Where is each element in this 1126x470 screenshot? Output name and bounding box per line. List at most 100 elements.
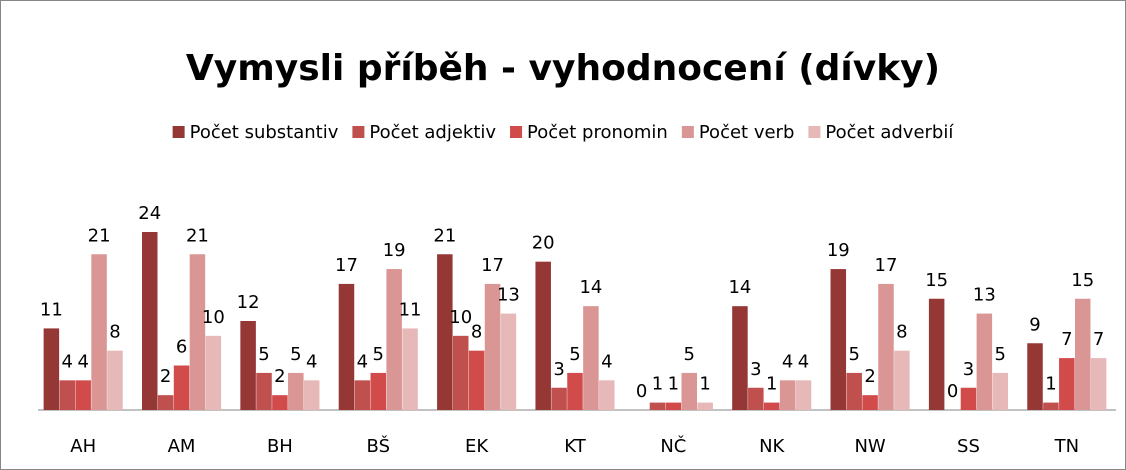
data-label: 13 — [973, 285, 996, 306]
bar — [272, 395, 288, 410]
x-tick-label: BH — [267, 436, 293, 457]
bar — [288, 372, 304, 410]
bar — [452, 335, 469, 410]
data-label: 1 — [699, 374, 710, 395]
x-tick-label: AM — [168, 436, 196, 457]
data-label: 15 — [1071, 270, 1094, 291]
bar — [386, 269, 402, 410]
legend-label: Počet substantiv — [190, 122, 339, 143]
bar — [697, 402, 713, 410]
data-label: 5 — [290, 344, 301, 365]
data-label: 19 — [827, 240, 850, 261]
legend-label: Počet adverbií — [825, 122, 954, 143]
data-label: 3 — [750, 359, 761, 380]
bar — [338, 283, 355, 410]
bar — [354, 380, 371, 410]
data-label: 2 — [864, 366, 875, 387]
data-label: 21 — [433, 225, 456, 246]
data-label: 17 — [481, 255, 504, 276]
data-label: 8 — [471, 322, 482, 343]
data-label: 14 — [728, 277, 751, 298]
bar — [763, 402, 780, 410]
x-tick-label: BŠ — [367, 435, 390, 457]
bar — [75, 380, 91, 410]
data-label: 13 — [497, 285, 520, 306]
bar — [732, 306, 748, 410]
bar — [846, 372, 862, 410]
legend-swatch — [808, 126, 821, 138]
data-label: 12 — [237, 292, 260, 313]
data-label: 4 — [782, 351, 793, 372]
data-label: 5 — [569, 344, 580, 365]
data-label: 15 — [925, 270, 948, 291]
data-label: 20 — [532, 233, 555, 254]
x-tick-label: NK — [759, 436, 785, 457]
bar — [894, 350, 910, 410]
x-tick-label: TN — [1054, 436, 1079, 457]
data-label: 7 — [1093, 329, 1104, 350]
data-label: 9 — [1029, 314, 1040, 335]
data-label: 2 — [274, 366, 285, 387]
x-tick-label: KT — [564, 436, 586, 457]
bar — [681, 372, 698, 410]
data-label: 5 — [373, 344, 384, 365]
bar — [649, 402, 666, 410]
bar — [256, 372, 272, 410]
data-label: 19 — [383, 240, 406, 261]
bar — [303, 380, 320, 410]
data-label: 0 — [947, 381, 958, 402]
data-label: 10 — [449, 307, 472, 328]
bar — [240, 321, 256, 410]
bar — [91, 254, 107, 410]
bar — [173, 365, 190, 410]
data-label: 21 — [186, 225, 209, 246]
bar — [665, 402, 682, 410]
data-label: 17 — [335, 255, 358, 276]
data-label: 5 — [995, 344, 1006, 365]
data-label: 11 — [40, 299, 63, 320]
data-label: 8 — [109, 322, 120, 343]
bar — [878, 283, 894, 410]
bar — [567, 372, 583, 410]
data-label: 14 — [579, 277, 602, 298]
bar — [992, 372, 1009, 410]
bar — [1027, 343, 1043, 410]
bar — [928, 298, 945, 410]
bar — [1074, 298, 1091, 410]
data-label: 1 — [652, 374, 663, 395]
data-label: 6 — [176, 337, 187, 358]
bar — [1090, 358, 1107, 410]
x-tick-label: AH — [70, 436, 96, 457]
data-label: 4 — [798, 351, 809, 372]
chart-title: Vymysli příběh - vyhodnocení (dívky) — [186, 48, 940, 89]
data-label: 11 — [399, 299, 422, 320]
data-label: 4 — [601, 351, 612, 372]
legend-label: Počet adjektiv — [369, 122, 496, 143]
bar — [157, 395, 174, 410]
legend-swatch — [681, 126, 694, 138]
bar — [535, 261, 551, 410]
data-label: 1 — [1045, 374, 1056, 395]
bar — [748, 387, 764, 410]
data-label: 1 — [766, 374, 777, 395]
data-label: 24 — [138, 203, 161, 224]
bar — [402, 328, 418, 410]
bar — [583, 306, 599, 410]
data-label: 8 — [896, 322, 907, 343]
bar — [862, 395, 878, 410]
data-label: 4 — [62, 351, 73, 372]
bar — [795, 380, 812, 410]
data-label: 1 — [668, 374, 679, 395]
x-tick-label: EK — [465, 436, 489, 457]
bar — [59, 380, 76, 410]
x-tick-label: SS — [957, 436, 980, 457]
bar — [141, 232, 158, 410]
data-label: 21 — [88, 225, 111, 246]
bar — [205, 335, 222, 410]
bar — [1043, 402, 1059, 410]
bar — [599, 380, 615, 410]
legend-swatch — [172, 126, 185, 138]
data-label: 5 — [848, 344, 859, 365]
data-label: 4 — [77, 351, 88, 372]
